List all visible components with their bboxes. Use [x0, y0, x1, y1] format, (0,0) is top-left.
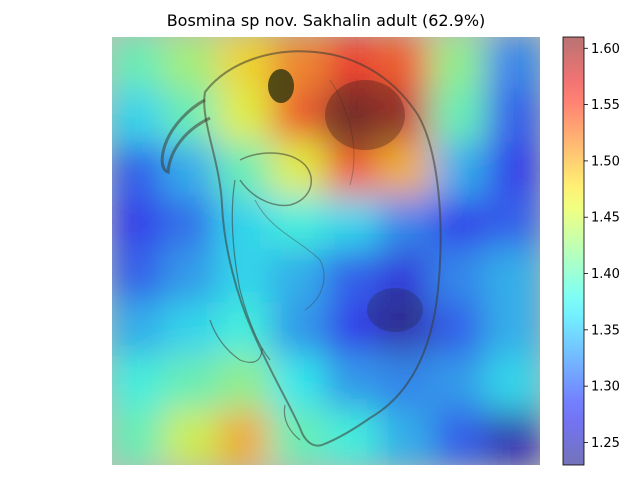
heatmap-cell: [217, 37, 275, 93]
heatmap-cell: [270, 302, 328, 360]
heatmap-cell: [217, 249, 275, 307]
heatmap-cell: [484, 356, 540, 414]
colorbar-tick-label: 1.25: [591, 436, 620, 451]
heatmap-cell: [112, 37, 168, 93]
heatmap-cell: [112, 302, 168, 360]
heatmap-cell: [324, 142, 382, 200]
heatmap-cell: [484, 409, 540, 465]
heatmap-cell: [324, 409, 382, 465]
colorbar-tick-label: 1.50: [591, 154, 620, 169]
heatmap-cell: [377, 37, 435, 93]
heatmap-cell: [217, 409, 275, 465]
specimen-eye: [268, 69, 294, 103]
heatmap-cell: [484, 195, 540, 253]
saliency-heatmap: [112, 37, 540, 465]
heatmap-cell: [431, 142, 489, 200]
colorbar-frame: [562, 36, 585, 466]
heatmap-cell: [431, 37, 489, 93]
heatmap-cell: [484, 142, 540, 200]
heatmap-cell: [324, 88, 382, 146]
heatmap-cell: [431, 356, 489, 414]
heatmap-cell: [270, 409, 328, 465]
heatmap-cell: [484, 302, 540, 360]
colorbar-tick-label: 1.55: [591, 98, 620, 113]
heatmap-cell: [112, 249, 168, 307]
heatmap-cell: [163, 195, 221, 253]
colorbar-ticks: 1.25 1.30 1.35 1.40 1.45 1.50 1.55 1.60: [584, 42, 620, 451]
heatmap-cell: [163, 249, 221, 307]
heatmap-cell: [484, 37, 540, 93]
heatmap-cell: [484, 249, 540, 307]
heatmap-cell: [217, 142, 275, 200]
heatmap-cell: [112, 195, 168, 253]
heatmap-cell: [112, 88, 168, 146]
heatmap-cell: [324, 356, 382, 414]
heatmap-cell: [324, 249, 382, 307]
heatmap-cell: [163, 356, 221, 414]
heatmap-cell: [163, 88, 221, 146]
heatmap-cell: [163, 302, 221, 360]
heatmap-cell: [112, 409, 168, 465]
heatmap-cell: [217, 356, 275, 414]
heatmap-cell: [270, 356, 328, 414]
heatmap-cell: [324, 37, 382, 93]
colorbar: 1.25 1.30 1.35 1.40 1.45 1.50 1.55 1.60: [562, 36, 620, 466]
colorbar-gradient: [563, 37, 584, 465]
colorbar-tick-label: 1.45: [591, 211, 620, 226]
heatmap-cell: [270, 195, 328, 253]
heatmap-cell: [217, 88, 275, 146]
image-panel: [112, 37, 540, 465]
heatmap-cell: [484, 88, 540, 146]
heatmap-cell: [163, 409, 221, 465]
heatmap-cell: [324, 195, 382, 253]
heatmap-cell: [377, 142, 435, 200]
colorbar-tick-label: 1.35: [591, 323, 620, 338]
heatmap-cell: [377, 409, 435, 465]
heatmap-cell: [377, 249, 435, 307]
heatmap-cell: [377, 195, 435, 253]
specimen-dark-region: [325, 80, 405, 150]
heatmap-cell: [270, 249, 328, 307]
colorbar-tick-label: 1.30: [591, 380, 620, 395]
specimen-outline: [160, 50, 442, 447]
heatmap-cell: [270, 142, 328, 200]
specimen-dark-region-lower: [367, 288, 423, 332]
heatmap-cell: [324, 302, 382, 360]
heatmap-cell: [431, 302, 489, 360]
heatmap-cell: [431, 88, 489, 146]
colorbar-tick-label: 1.60: [591, 42, 620, 57]
heatmap-cell: [431, 409, 489, 465]
colorbar-tick-label: 1.40: [591, 267, 620, 282]
heatmap-cell: [112, 142, 168, 200]
heatmap-cell: [112, 356, 168, 414]
chart-title: Bosmina sp nov. Sakhalin adult (62.9%): [166, 11, 486, 30]
